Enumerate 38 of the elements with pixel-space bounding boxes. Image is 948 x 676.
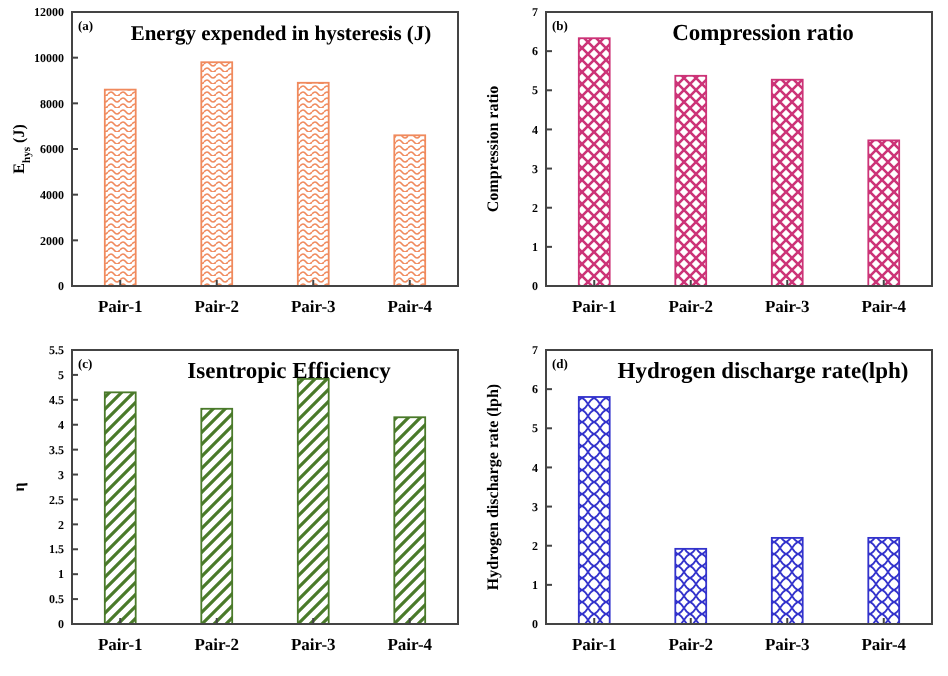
bar bbox=[296, 81, 330, 287]
bar bbox=[577, 396, 611, 625]
bar bbox=[674, 74, 708, 287]
bar bbox=[103, 391, 137, 625]
bar bbox=[674, 547, 708, 625]
x-tick-label: Pair-3 bbox=[290, 634, 336, 654]
bar bbox=[393, 416, 427, 625]
chart-title: Isentropic Efficiency bbox=[187, 360, 392, 384]
y-axis-title: Hydrogen discharge rate (lph) bbox=[484, 383, 502, 591]
y-axis-title: η bbox=[10, 481, 28, 492]
x-tick-label: Pair-3 bbox=[764, 296, 810, 316]
x-tick-label: Pair-1 bbox=[97, 634, 143, 654]
bar bbox=[867, 536, 901, 625]
y-axis-title: Compression ratio bbox=[484, 85, 502, 213]
bar bbox=[770, 536, 804, 625]
bar bbox=[200, 407, 234, 625]
x-tick-label: Pair-2 bbox=[194, 634, 240, 654]
x-tick-label: Pair-4 bbox=[387, 634, 434, 654]
x-tick-label: Pair-2 bbox=[194, 296, 240, 316]
text: Energy expended in hysteresis (J) bbox=[130, 24, 433, 46]
x-tick-label: Pair-1 bbox=[571, 296, 617, 316]
bar bbox=[103, 88, 137, 287]
bar bbox=[393, 134, 427, 287]
x-tick-label: Pair-3 bbox=[290, 296, 336, 316]
bar bbox=[200, 61, 234, 287]
x-tick-label: Pair-4 bbox=[861, 296, 908, 316]
chart-title: Hydrogen discharge rate(lph) bbox=[617, 360, 909, 384]
chart-title: Compression ratio bbox=[672, 22, 855, 46]
bar bbox=[867, 139, 901, 287]
bar bbox=[577, 37, 611, 287]
bar bbox=[770, 78, 804, 287]
x-tick-label: Pair-1 bbox=[97, 296, 143, 316]
x-tick-label: Pair-3 bbox=[764, 634, 810, 654]
x-tick-label: Pair-1 bbox=[571, 634, 617, 654]
x-tick-label: Pair-4 bbox=[387, 296, 434, 316]
x-tick-label: Pair-2 bbox=[668, 634, 714, 654]
x-tick-label: Pair-2 bbox=[668, 296, 714, 316]
x-tick-label: Pair-4 bbox=[861, 634, 908, 654]
